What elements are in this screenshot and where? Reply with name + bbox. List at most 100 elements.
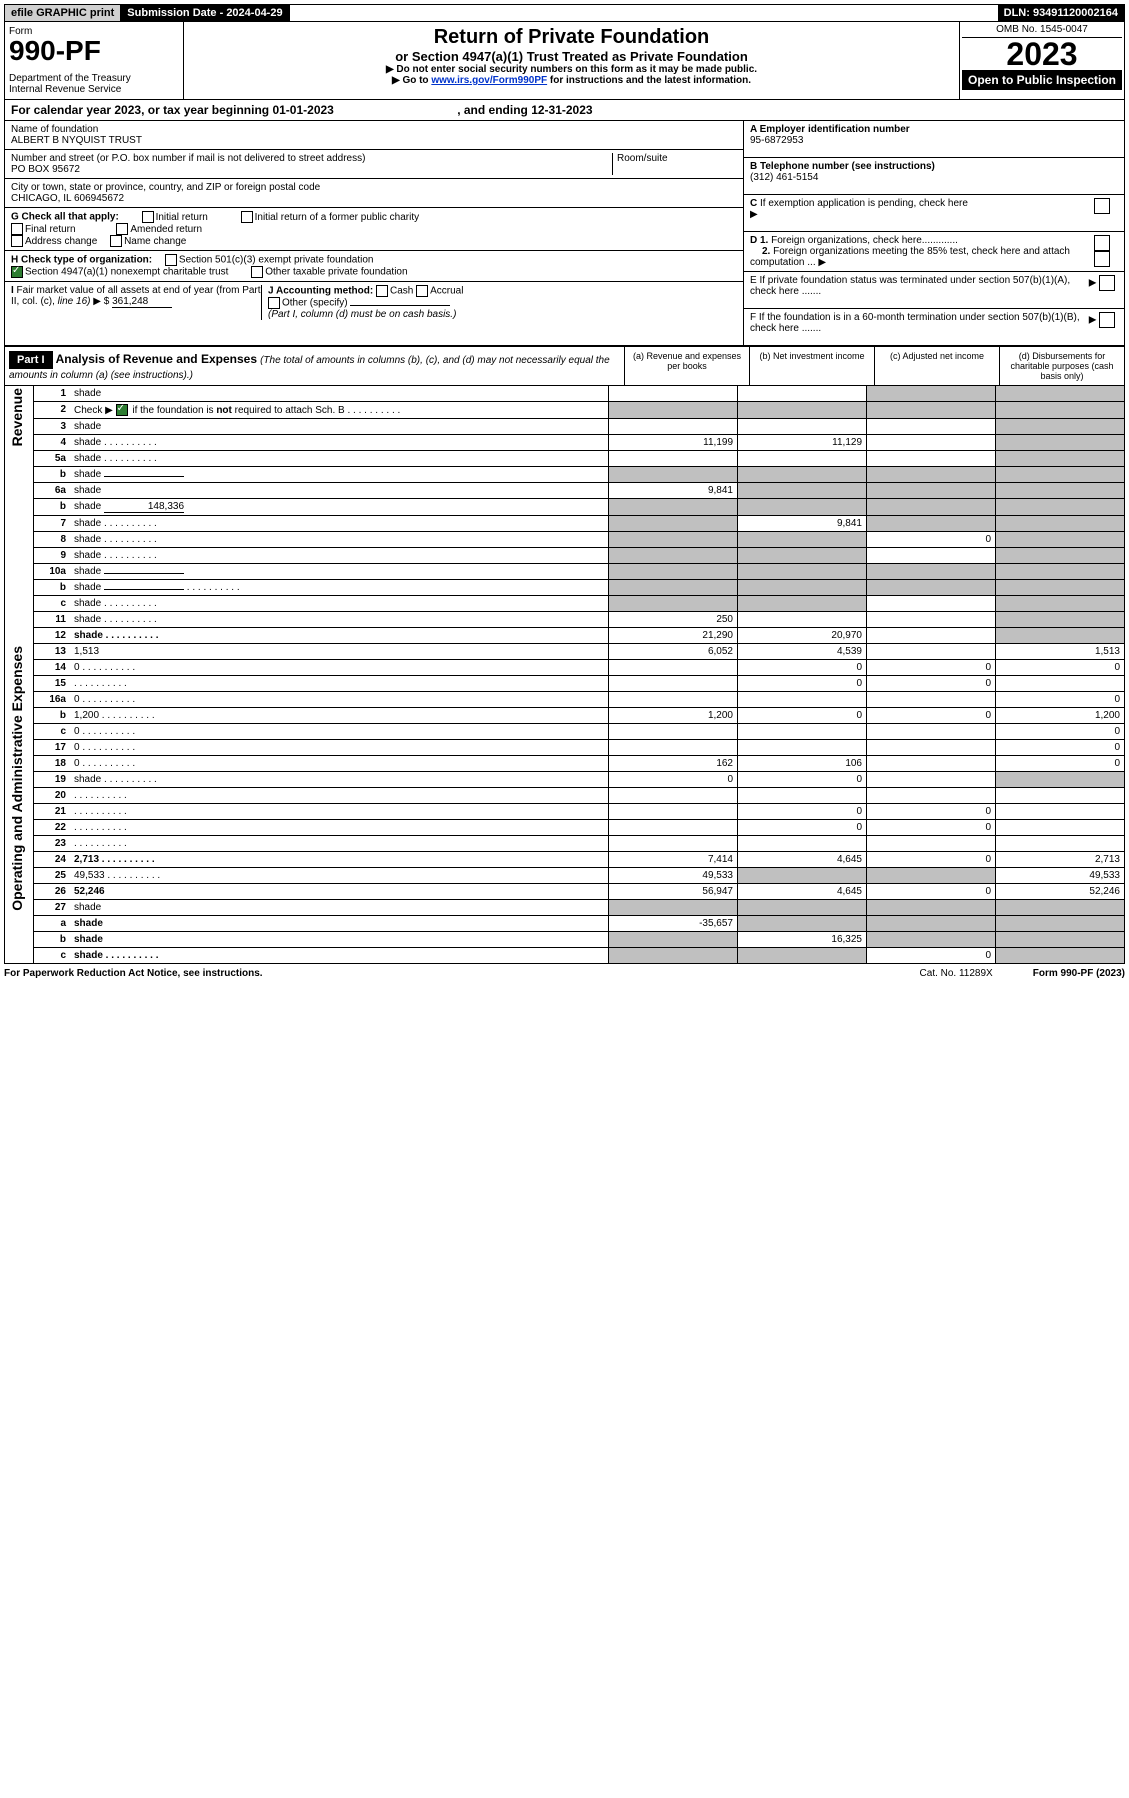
line-number: 9 xyxy=(34,548,71,564)
line-val-b xyxy=(738,386,867,402)
line-val-b: 0 xyxy=(738,804,867,820)
line-val-a xyxy=(609,580,738,596)
line-val-d xyxy=(996,916,1125,932)
line-val-c xyxy=(867,788,996,804)
line-val-a xyxy=(609,596,738,612)
line-val-a: 11,199 xyxy=(609,435,738,451)
line-val-b xyxy=(738,948,867,964)
line-val-a xyxy=(609,724,738,740)
line-val-b xyxy=(738,402,867,419)
line-val-b xyxy=(738,612,867,628)
footer-mid: Cat. No. 11289X xyxy=(920,968,993,979)
final-return-checkbox[interactable] xyxy=(11,223,23,235)
e-checkbox[interactable] xyxy=(1099,275,1115,291)
line-desc: shade xyxy=(70,564,609,580)
line-val-b: 11,129 xyxy=(738,435,867,451)
501c3-checkbox[interactable] xyxy=(165,254,177,266)
line-val-d xyxy=(996,419,1125,435)
line-val-d xyxy=(996,467,1125,483)
line-number: 27 xyxy=(34,900,71,916)
page-footer: For Paperwork Reduction Act Notice, see … xyxy=(4,964,1125,979)
table-row: 1500 xyxy=(5,676,1124,692)
f-checkbox[interactable] xyxy=(1099,312,1115,328)
line-val-a xyxy=(609,660,738,676)
line-val-c: 0 xyxy=(867,532,996,548)
line-val-a: 21,290 xyxy=(609,628,738,644)
table-row: 23 xyxy=(5,836,1124,852)
table-row: 1801621060 xyxy=(5,756,1124,772)
line-desc: 1,513 xyxy=(70,644,609,660)
address-change-checkbox[interactable] xyxy=(11,235,23,247)
line-val-c xyxy=(867,596,996,612)
line-number: 17 xyxy=(34,740,71,756)
d2-checkbox[interactable] xyxy=(1094,251,1110,267)
line-number: 16a xyxy=(34,692,71,708)
line-val-c: 0 xyxy=(867,660,996,676)
line-val-c xyxy=(867,644,996,660)
name-change-checkbox[interactable] xyxy=(110,235,122,247)
line-val-b: 0 xyxy=(738,676,867,692)
line-number: 20 xyxy=(34,788,71,804)
line-val-b xyxy=(738,564,867,580)
line-val-c xyxy=(867,386,996,402)
line-number: 3 xyxy=(34,419,71,435)
other-method-checkbox[interactable] xyxy=(268,297,280,309)
line-desc: shade xyxy=(70,916,609,932)
line-desc: 0 xyxy=(70,692,609,708)
line-val-a xyxy=(609,820,738,836)
line-number: b xyxy=(34,708,71,724)
line-desc: shade xyxy=(70,451,609,467)
line-desc xyxy=(70,820,609,836)
other-taxable-checkbox[interactable] xyxy=(251,266,263,278)
line-desc: shade xyxy=(70,548,609,564)
line-val-d xyxy=(996,451,1125,467)
line-val-c xyxy=(867,916,996,932)
table-row: 2200 xyxy=(5,820,1124,836)
table-row: Revenue1shade xyxy=(5,386,1124,402)
instructions-link[interactable]: www.irs.gov/Form990PF xyxy=(431,75,547,86)
cash-checkbox[interactable] xyxy=(376,285,388,297)
i-j-row: I Fair market value of all assets at end… xyxy=(5,282,743,323)
line-number: 14 xyxy=(34,660,71,676)
line-number: 19 xyxy=(34,772,71,788)
line-val-b: 4,645 xyxy=(738,852,867,868)
line-val-a: 1,200 xyxy=(609,708,738,724)
accrual-checkbox[interactable] xyxy=(416,285,428,297)
table-row: bshade 148,336 xyxy=(5,499,1124,516)
table-row: 11shade250 xyxy=(5,612,1124,628)
table-row: bshade xyxy=(5,580,1124,596)
line-val-d xyxy=(996,386,1125,402)
line-val-d xyxy=(996,564,1125,580)
initial-return-checkbox[interactable] xyxy=(142,211,154,223)
line-val-b xyxy=(738,580,867,596)
line-val-a xyxy=(609,564,738,580)
line-number: 8 xyxy=(34,532,71,548)
amended-return-checkbox[interactable] xyxy=(116,223,128,235)
line-desc: shade xyxy=(70,612,609,628)
line-val-a: 49,533 xyxy=(609,868,738,884)
d1-checkbox[interactable] xyxy=(1094,235,1110,251)
c-checkbox[interactable] xyxy=(1094,198,1110,214)
line-val-c xyxy=(867,548,996,564)
line-number: b xyxy=(34,580,71,596)
line-number: c xyxy=(34,724,71,740)
line-val-b: 0 xyxy=(738,820,867,836)
line-desc: Check ▶ if the foundation is not require… xyxy=(70,402,609,419)
line-val-d xyxy=(996,596,1125,612)
line-number: 5a xyxy=(34,451,71,467)
line-val-b xyxy=(738,596,867,612)
line-val-d xyxy=(996,532,1125,548)
line-val-a: 56,947 xyxy=(609,884,738,900)
h-check-row: H Check type of organization: Section 50… xyxy=(5,251,743,282)
part1-label: Part I xyxy=(9,351,53,369)
ein-cell: A Employer identification number 95-6872… xyxy=(744,121,1124,158)
line-val-b xyxy=(738,451,867,467)
phone-cell: B Telephone number (see instructions) (3… xyxy=(744,158,1124,195)
dln-label: DLN: 93491120002164 xyxy=(998,5,1124,21)
form-subtitle: or Section 4947(a)(1) Trust Treated as P… xyxy=(188,49,955,64)
line-number: 1 xyxy=(34,386,71,402)
former-charity-checkbox[interactable] xyxy=(241,211,253,223)
calendar-year-row: For calendar year 2023, or tax year begi… xyxy=(4,100,1125,121)
line-number: 4 xyxy=(34,435,71,451)
4947-checkbox[interactable] xyxy=(11,266,23,278)
